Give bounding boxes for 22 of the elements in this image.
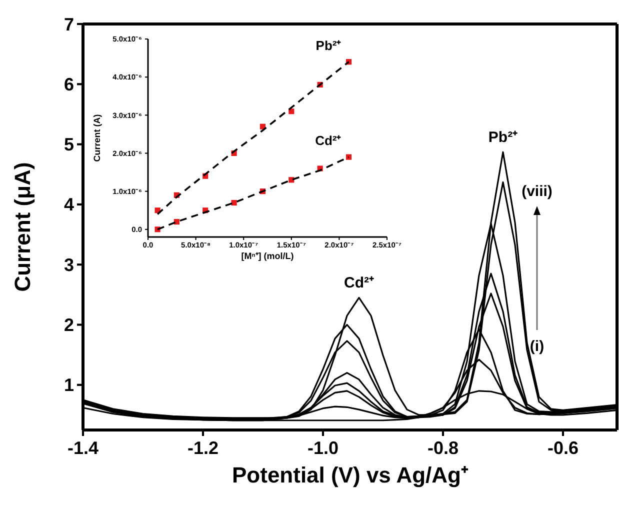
x-tick-label: -0.8 [427, 438, 459, 458]
annotation: Pb²⁺ [488, 129, 518, 146]
y-tick-label: 6 [64, 74, 74, 94]
x-tick-label: -0.6 [547, 438, 579, 458]
y-tick-label: 3 [64, 254, 74, 275]
x-tick-label: -1.0 [307, 438, 339, 458]
x-axis-title: [Mⁿ⁺] (mol/L) [241, 251, 294, 262]
y-tick-label: 5 [64, 134, 74, 155]
series-label: Pb²⁺ [316, 38, 342, 53]
x-axis-title: Potential (V) vs Ag/Ag⁺ [232, 462, 469, 488]
y-axis-title: Current (μA) [10, 162, 35, 292]
x-tick-label: -1.4 [67, 438, 99, 458]
x-tick-label: -1.2 [187, 438, 219, 458]
y-tick-label: 7 [64, 14, 74, 34]
annotation: (i) [530, 338, 544, 355]
y-tick-label: 4 [64, 194, 74, 215]
y-tick-label: 2 [64, 315, 74, 336]
annotation: Cd²⁺ [344, 274, 374, 292]
series-label: Cd²⁺ [315, 133, 342, 148]
y-axis-title: Current (A) [92, 114, 102, 162]
y-tick-label: 1 [64, 375, 74, 396]
annotation: (viii) [522, 183, 552, 200]
